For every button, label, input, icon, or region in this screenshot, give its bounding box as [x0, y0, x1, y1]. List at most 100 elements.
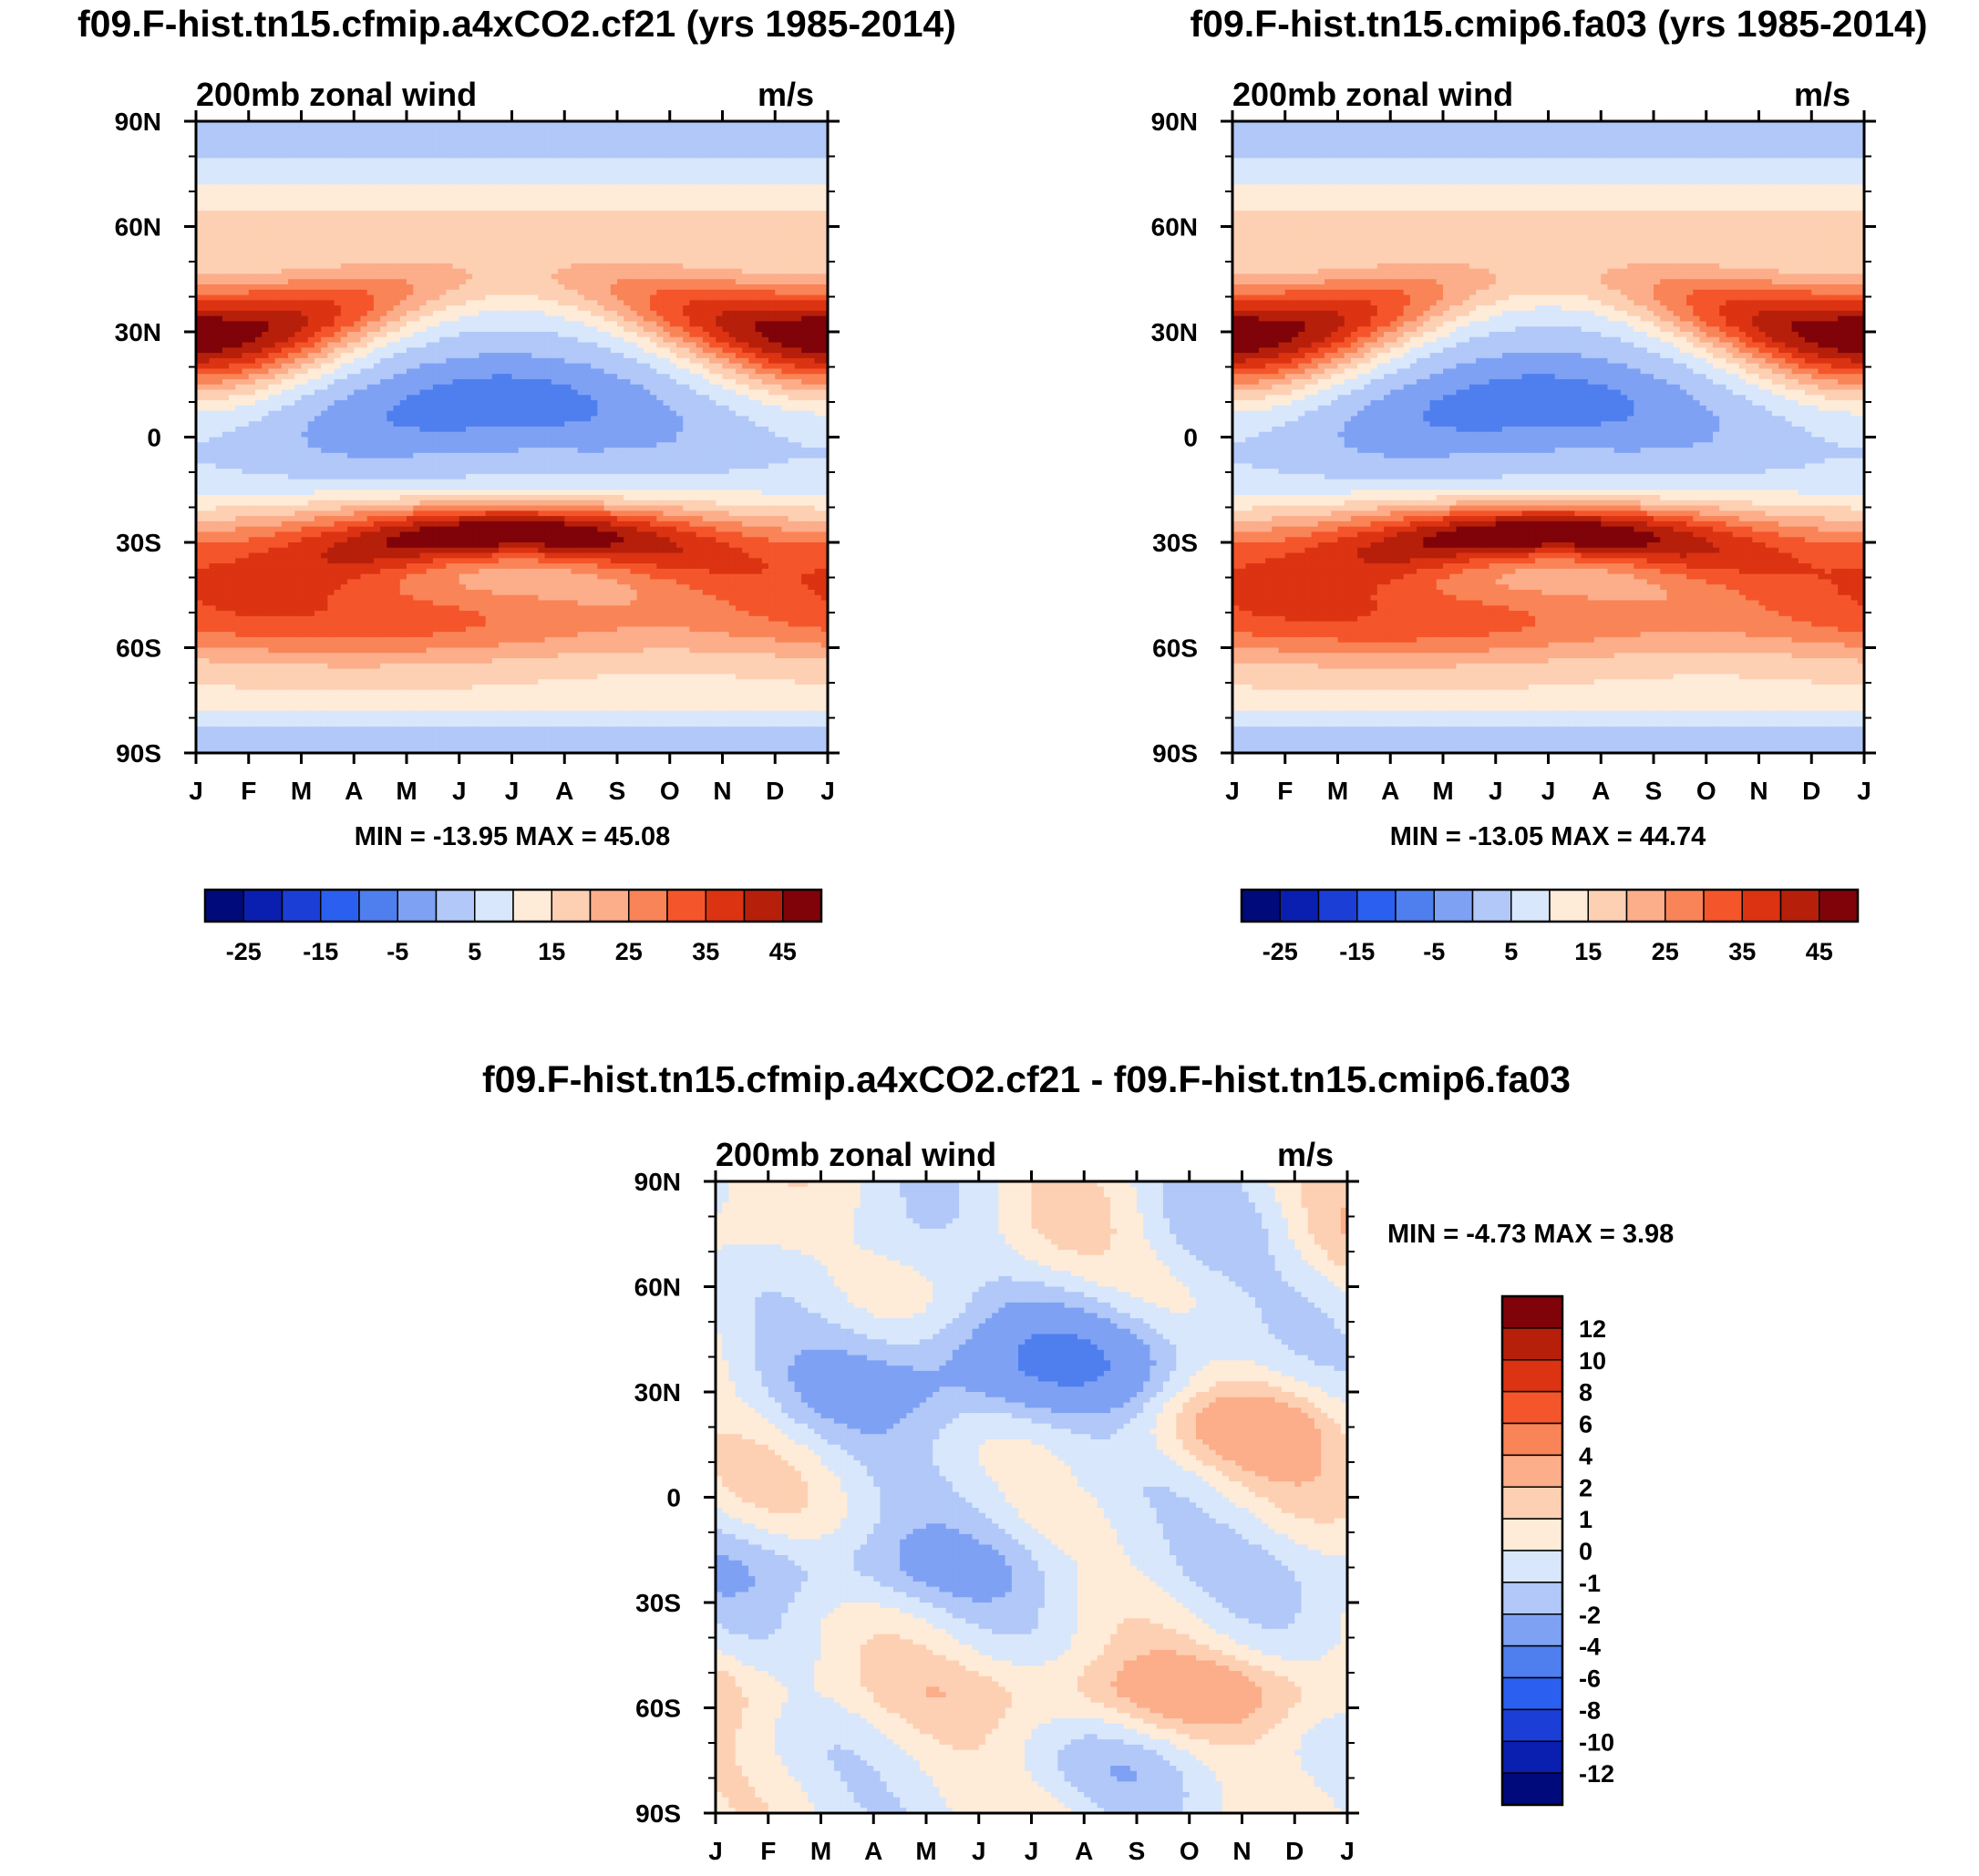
contour-cell	[511, 232, 520, 238]
contour-cell	[452, 268, 460, 275]
contour-cell	[518, 374, 526, 380]
contour-cell	[630, 253, 638, 259]
contour-cell	[603, 247, 612, 253]
contour-cell	[656, 363, 665, 370]
contour-cell	[564, 368, 572, 375]
contour-cell	[262, 374, 270, 380]
contour-cell	[472, 363, 480, 370]
contour-cell	[617, 357, 624, 365]
contour-cell	[603, 152, 612, 160]
contour-cell	[794, 226, 802, 232]
contour-cell	[202, 294, 211, 301]
contour-cell	[820, 215, 829, 222]
contour-cell	[419, 142, 428, 149]
contour-cell	[524, 268, 532, 275]
contour-cell	[196, 342, 203, 348]
contour-cell	[722, 232, 730, 238]
contour-cell	[321, 326, 328, 333]
contour-cell	[820, 347, 829, 354]
contour-cell	[413, 226, 421, 232]
contour-cell	[624, 184, 632, 191]
contour-cell	[675, 294, 684, 301]
contour-cell	[775, 321, 783, 327]
contour-cell	[742, 258, 749, 264]
contour-cell	[643, 194, 651, 201]
contour-cell	[558, 200, 565, 207]
contour-cell	[491, 315, 500, 323]
contour-cell	[808, 237, 816, 243]
contour-cell	[696, 347, 704, 354]
contour-cell	[781, 168, 789, 175]
contour-cell	[254, 321, 263, 327]
contour-cell	[742, 263, 749, 270]
contour-cell	[702, 184, 710, 191]
contour-cell	[814, 173, 822, 180]
contour-cell	[202, 363, 211, 370]
contour-cell	[603, 305, 612, 312]
contour-cell	[716, 237, 724, 243]
contour-cell	[624, 305, 632, 312]
contour-cell	[603, 258, 612, 264]
contour-cell	[722, 374, 730, 380]
contour-cell	[340, 126, 348, 133]
contour-cell	[281, 142, 289, 149]
contour-cell	[728, 126, 737, 133]
contour-cell	[327, 310, 335, 317]
contour-cell	[262, 152, 270, 160]
contour-cell	[209, 258, 217, 264]
contour-cell	[248, 336, 256, 344]
contour-cell	[465, 190, 473, 196]
contour-cell	[722, 173, 730, 180]
contour-cell	[669, 142, 677, 149]
contour-cell	[597, 342, 605, 348]
contour-cell	[669, 158, 677, 164]
contour-cell	[380, 237, 387, 243]
contour-cell	[558, 126, 565, 133]
contour-cell	[675, 242, 684, 249]
contour-cell	[432, 368, 440, 375]
contour-cell	[794, 315, 802, 323]
contour-cell	[281, 194, 289, 201]
contour-cell	[314, 258, 322, 264]
contour-cell	[755, 168, 763, 175]
contour-cell	[472, 131, 480, 138]
contour-cell	[761, 336, 769, 344]
contour-cell	[465, 268, 473, 275]
contour-cell	[340, 205, 348, 211]
contour-cell	[544, 258, 552, 264]
contour-cell	[794, 342, 802, 348]
contour-cell	[281, 211, 289, 217]
contour-cell	[820, 247, 829, 253]
contour-cell	[636, 232, 644, 238]
contour-cell	[499, 194, 506, 201]
contour-cell	[254, 147, 263, 154]
contour-cell	[630, 268, 638, 275]
contour-cell	[675, 258, 684, 264]
contour-cell	[768, 347, 776, 354]
contour-cell	[603, 378, 612, 386]
contour-cell	[196, 389, 203, 396]
contour-cell	[558, 273, 565, 280]
contour-cell	[564, 294, 572, 301]
contour-cell	[538, 200, 546, 207]
contour-cell	[808, 121, 816, 128]
contour-cell	[675, 163, 684, 170]
contour-cell	[288, 215, 295, 222]
contour-cell	[373, 131, 381, 138]
contour-cell	[748, 215, 757, 222]
contour-cell	[229, 221, 236, 228]
contour-cell	[366, 173, 375, 180]
contour-cell	[268, 200, 276, 207]
contour-cell	[321, 126, 328, 133]
contour-cell	[314, 200, 322, 207]
contour-cell	[459, 137, 467, 143]
contour-cell	[491, 184, 500, 191]
contour-cell	[538, 168, 546, 175]
contour-cell	[248, 326, 256, 333]
contour-cell	[663, 173, 671, 180]
contour-cell	[768, 152, 776, 160]
contour-cell	[696, 190, 704, 196]
contour-cell	[354, 215, 362, 222]
contour-cell	[683, 263, 691, 270]
contour-cell	[347, 384, 355, 391]
